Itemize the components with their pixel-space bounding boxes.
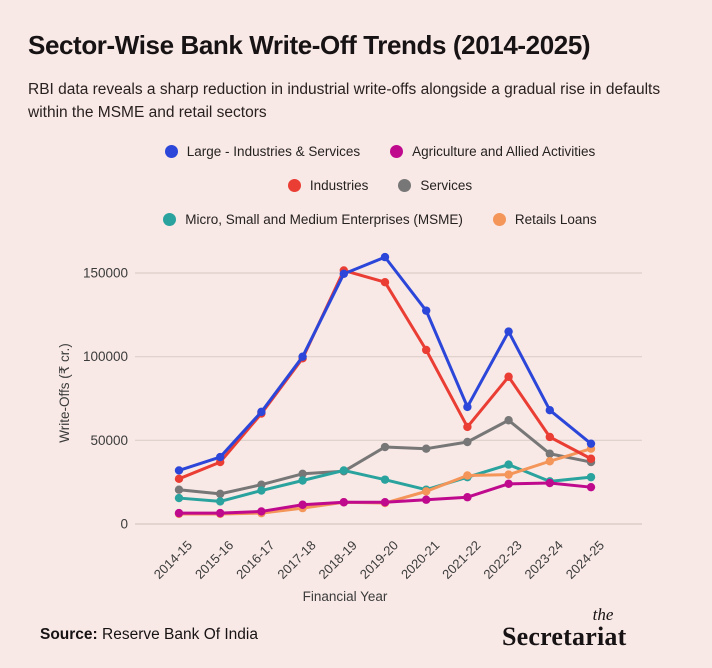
data-point [216, 508, 225, 518]
source-value: Reserve Bank Of India [102, 626, 258, 643]
legend-dot-icon [390, 145, 404, 158]
x-tick-label: 2024-25 [563, 538, 607, 582]
page-subtitle: RBI data reveals a sharp reduction in in… [28, 81, 661, 122]
legend-dot-icon [164, 145, 178, 158]
data-point [216, 497, 225, 506]
data-point [545, 406, 554, 415]
data-point [463, 402, 472, 412]
data-point [380, 278, 390, 287]
data-point [216, 489, 225, 499]
legend-label: Services [420, 178, 473, 193]
data-point [298, 469, 307, 478]
data-point [174, 493, 184, 503]
logo-word-secretariat: Secretariat [502, 622, 627, 651]
legend-label: Agriculture and Allied Activities [412, 144, 596, 159]
data-point [380, 475, 390, 484]
legend-dot-icon [492, 213, 506, 226]
data-point [298, 476, 307, 485]
x-tick-label: 2022-23 [480, 538, 524, 582]
data-point [422, 345, 431, 355]
legend-row: Micro, Small and Medium Enterprises (MSM… [48, 212, 712, 227]
data-point [463, 437, 472, 447]
legend-item: Agriculture and Allied Activities [390, 144, 595, 159]
legend-item: Industries [287, 178, 369, 193]
data-point [257, 507, 266, 516]
legend-item: Services [398, 178, 472, 193]
legend-item: Retails Loans [492, 212, 597, 227]
secretariat-logo: the Secretariat [502, 606, 646, 650]
data-point [380, 498, 390, 507]
data-point [586, 454, 596, 463]
data-point [422, 487, 431, 496]
legend-dot-icon [398, 179, 412, 192]
data-point [298, 352, 307, 361]
y-tick-label: 100000 [83, 349, 128, 364]
data-point [504, 460, 513, 469]
data-point [257, 407, 266, 417]
data-point [504, 372, 513, 381]
x-tick-label: 2017-18 [274, 538, 318, 582]
y-tick-label: 50000 [90, 433, 128, 448]
data-point [586, 439, 596, 448]
line-chart: 0500001000001500002014-152015-162016-172… [83, 252, 642, 582]
data-point [586, 472, 596, 482]
data-point [257, 480, 266, 489]
data-point [463, 422, 472, 432]
x-tick-label: 2023-24 [522, 538, 566, 582]
data-point [174, 474, 184, 484]
x-tick-label: 2020-21 [398, 538, 442, 582]
data-point [216, 452, 225, 462]
source-label: Source: [40, 626, 98, 643]
x-tick-label: 2019-20 [357, 538, 401, 582]
data-point [174, 508, 184, 518]
x-tick-label: 2015-16 [192, 538, 236, 582]
data-point [545, 432, 554, 442]
data-point [380, 252, 390, 262]
data-point [174, 485, 184, 494]
data-point [463, 471, 472, 480]
data-point [463, 493, 472, 502]
x-axis-title: Financial Year [302, 589, 388, 604]
y-tick-label: 150000 [83, 266, 128, 281]
legend-label: Large - Industries & Services [186, 144, 361, 159]
data-point [422, 495, 431, 504]
data-point [504, 327, 513, 336]
data-point [339, 466, 348, 475]
legend-item: Large - Industries & Services [164, 144, 361, 159]
data-point [545, 457, 554, 466]
data-point [422, 444, 431, 453]
data-point [545, 478, 554, 488]
x-tick-label: 2016-17 [233, 538, 277, 582]
data-point [298, 500, 307, 509]
legend-label: Retails Loans [514, 212, 597, 227]
data-point [174, 466, 184, 475]
data-point [380, 442, 390, 452]
legend-label: Industries [309, 178, 369, 193]
chart-legend: Large - Industries & Services Agriculture… [48, 144, 712, 246]
data-point [339, 498, 348, 507]
data-point [504, 416, 513, 425]
logo-word-the: the [592, 605, 614, 624]
data-point [257, 486, 266, 495]
y-tick-label: 0 [120, 517, 128, 532]
data-point [504, 470, 513, 479]
data-point [422, 306, 431, 315]
x-tick-label: 2018-19 [316, 538, 360, 582]
data-point [504, 479, 513, 489]
data-point [339, 269, 348, 279]
data-point [545, 449, 554, 458]
legend-dot-icon [163, 213, 177, 226]
data-point [586, 482, 596, 492]
x-tick-label: 2014-15 [151, 538, 195, 582]
x-tick-label: 2021-22 [439, 538, 483, 582]
legend-row: Large - Industries & Services Agriculture… [48, 144, 712, 159]
legend-item: Micro, Small and Medium Enterprises (MSM… [163, 212, 463, 227]
legend-row: Industries Services [48, 178, 712, 193]
page-title: Sector-Wise Bank Write-Off Trends (2014-… [28, 30, 591, 60]
legend-dot-icon [287, 179, 301, 192]
legend-label: Micro, Small and Medium Enterprises (MSM… [185, 212, 463, 227]
source-note: Source: Reserve Bank Of India [40, 626, 258, 644]
